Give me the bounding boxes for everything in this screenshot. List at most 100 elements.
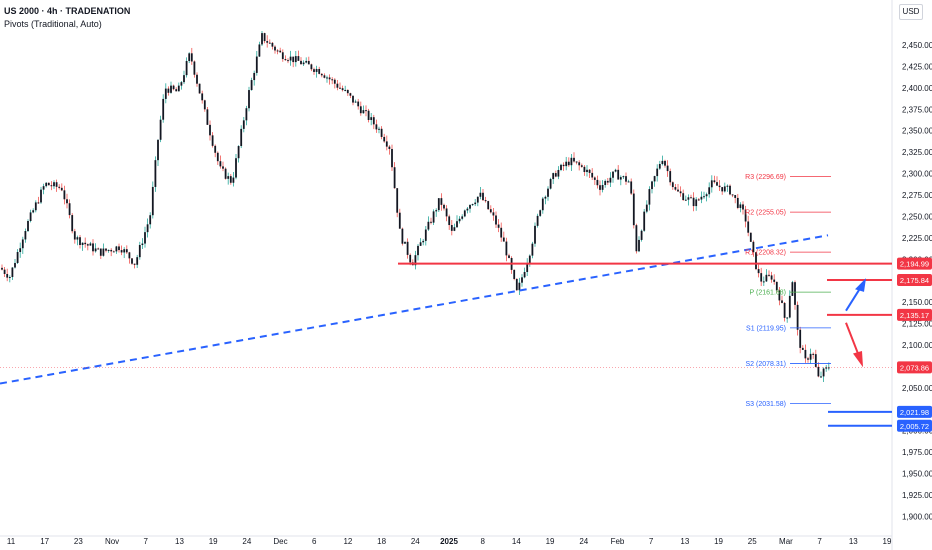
candle-body xyxy=(495,215,497,225)
candle-body xyxy=(612,171,614,178)
candle-body xyxy=(687,197,690,200)
candle-body xyxy=(89,243,92,246)
candle-body xyxy=(500,227,503,238)
y-tick-label: 2,100.00 xyxy=(902,341,932,350)
candle-body xyxy=(653,176,656,182)
price-badge[interactable] xyxy=(897,405,932,418)
candle-body xyxy=(474,202,477,205)
candle-body xyxy=(541,198,544,211)
candle-body xyxy=(432,211,435,223)
candle-body xyxy=(747,221,750,233)
candle-body xyxy=(729,185,731,195)
x-tick-label: 8 xyxy=(480,537,485,546)
candle-body xyxy=(742,204,744,210)
symbol-title[interactable]: US 2000 · 4h · TRADENATION xyxy=(4,6,131,16)
candle-body xyxy=(331,79,334,81)
candle-body xyxy=(617,169,620,180)
candle-body xyxy=(526,263,529,272)
x-tick-label: 2025 xyxy=(440,537,458,546)
x-tick-label: 17 xyxy=(40,537,49,546)
candle-body xyxy=(222,166,224,169)
x-tick-label: 19 xyxy=(714,537,723,546)
candle-body xyxy=(227,176,230,179)
candle-body xyxy=(300,60,302,65)
candle-body xyxy=(765,274,768,282)
candle-body xyxy=(391,148,393,168)
candle-body xyxy=(138,244,141,258)
candle-body xyxy=(807,358,809,360)
candle-body xyxy=(385,141,388,147)
candle-body xyxy=(240,128,243,147)
candle-body xyxy=(484,200,487,202)
chart-legend: US 2000 · 4h · TRADENATION Pivots (Tradi… xyxy=(4,5,130,31)
candle-body xyxy=(414,255,417,266)
candle-body xyxy=(398,212,401,229)
price-badge[interactable] xyxy=(897,419,932,432)
candle-body xyxy=(188,53,191,62)
candle-body xyxy=(809,353,812,360)
indicator-label[interactable]: Pivots (Traditional, Auto) xyxy=(4,19,102,29)
candle-body xyxy=(684,199,687,201)
price-badge[interactable] xyxy=(897,273,932,286)
candle-body xyxy=(333,79,336,84)
candle-body xyxy=(151,186,154,216)
candle-body xyxy=(73,231,76,240)
candle-body xyxy=(573,157,575,162)
y-tick-label: 2,350.00 xyxy=(902,127,932,136)
candle-body xyxy=(463,210,466,217)
candle-body xyxy=(209,124,211,136)
candle-body xyxy=(487,201,490,210)
candle-body xyxy=(456,221,458,228)
candle-body xyxy=(60,187,63,191)
candle-body xyxy=(19,248,22,253)
candle-body xyxy=(125,249,128,253)
y-tick-label: 1,950.00 xyxy=(902,470,932,479)
candle-body xyxy=(180,82,183,86)
candle-body xyxy=(705,194,708,197)
candle-body xyxy=(118,246,120,251)
candle-body xyxy=(440,198,443,205)
currency-button[interactable]: USD xyxy=(899,4,923,20)
x-tick-label: 6 xyxy=(312,537,317,546)
y-tick-label: 2,400.00 xyxy=(902,84,932,93)
candle-body xyxy=(310,64,313,70)
candle-body xyxy=(565,161,568,167)
x-tick-label: 24 xyxy=(242,537,251,546)
price-badge[interactable] xyxy=(897,257,932,270)
candle-body xyxy=(318,68,321,74)
candle-body xyxy=(700,196,703,200)
candle-body xyxy=(648,189,651,205)
candle-body xyxy=(219,161,222,167)
candle-body xyxy=(32,210,35,213)
candle-body xyxy=(768,274,770,276)
candle-body xyxy=(183,75,185,83)
candle-body xyxy=(435,210,438,212)
candle-body xyxy=(710,180,713,188)
candle-body xyxy=(492,212,495,216)
candle-body xyxy=(370,117,373,121)
price-badge-label: 2,135.17 xyxy=(900,311,929,320)
y-tick-label: 1,975.00 xyxy=(902,448,932,457)
pivot-label: R3 (2296.69) xyxy=(745,174,786,181)
candle-body xyxy=(664,160,666,166)
trend-line[interactable] xyxy=(0,234,829,385)
y-tick-label: 2,250.00 xyxy=(902,212,932,221)
candle-body xyxy=(375,124,378,130)
candle-body xyxy=(552,173,555,180)
y-tick-label: 2,150.00 xyxy=(902,298,932,307)
candle-body xyxy=(619,177,622,180)
candle-body xyxy=(115,246,118,252)
price-badge[interactable] xyxy=(897,308,932,321)
candle-body xyxy=(84,242,87,245)
x-tick-label: Feb xyxy=(611,537,625,546)
candle-body xyxy=(383,136,386,142)
price-badge[interactable] xyxy=(897,361,932,374)
candle-body xyxy=(690,197,692,199)
candle-body xyxy=(544,196,547,199)
candle-body xyxy=(596,179,599,186)
candle-body xyxy=(92,243,94,252)
candle-body xyxy=(229,176,232,183)
candle-body xyxy=(216,152,219,162)
price-badge-label: 2,194.99 xyxy=(900,260,929,269)
